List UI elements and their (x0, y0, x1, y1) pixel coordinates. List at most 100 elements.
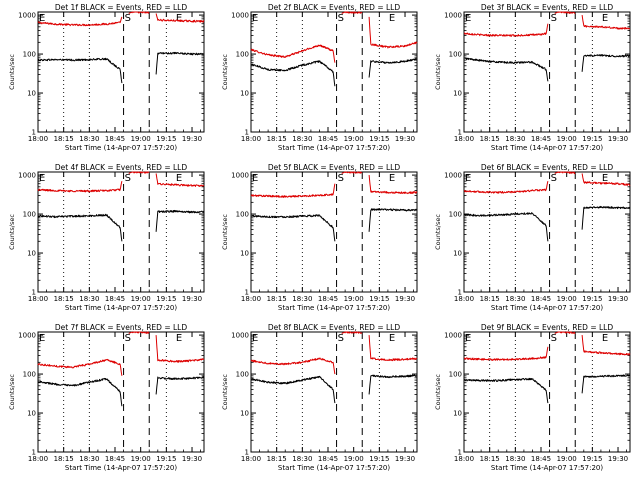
x-tick-label: 19:30 (608, 135, 628, 143)
x-tick-label: 19:30 (395, 455, 415, 463)
lld-series-line-seg3 (581, 15, 631, 30)
events-series-line-seg1 (37, 57, 123, 84)
events-series-line-seg2 (155, 209, 205, 232)
marker-label-e: E (39, 333, 45, 344)
y-tick-label: 1000 (18, 172, 36, 180)
y-axis-label: Counts/sec (434, 214, 442, 250)
lld-series-line-seg3 (368, 335, 418, 362)
y-tick-label: 100 (23, 51, 36, 59)
x-tick-label: 19:30 (608, 295, 628, 303)
panel-det-5f: Det 5f BLACK = Events, RED = LLD 1 10 100 10… (221, 163, 418, 312)
x-axis-label: Start Time (14-Apr-07 17:57:20) (278, 144, 390, 152)
events-series-line-seg2 (155, 51, 205, 75)
y-tick-label: 10 (27, 410, 36, 418)
x-tick-label: 19:00 (557, 455, 577, 463)
events-series-line-seg2 (368, 208, 418, 232)
x-tick-label: 18:30 (505, 455, 525, 463)
events-series-line-seg2 (155, 376, 205, 395)
x-tick-label: 18:15 (480, 455, 500, 463)
y-tick-label: 100 (236, 371, 249, 379)
x-tick-label: 18:30 (79, 295, 99, 303)
x-tick-label: 18:00 (28, 455, 48, 463)
x-tick-label: 18:15 (480, 295, 500, 303)
x-tick-label: 18:45 (105, 455, 125, 463)
y-tick-label: 1 (32, 289, 36, 297)
lld-series-line-seg2 (554, 11, 576, 14)
y-tick-label: 1 (32, 129, 36, 137)
x-axis-label: Start Time (14-Apr-07 17:57:20) (491, 304, 603, 312)
x-tick-label: 19:15 (156, 135, 176, 143)
x-tick-label: 19:15 (582, 135, 602, 143)
y-tick-label: 1000 (444, 172, 462, 180)
x-axis-label: Start Time (14-Apr-07 17:57:20) (278, 464, 390, 472)
marker-label-e: E (465, 333, 471, 344)
marker-label-s: S (125, 13, 131, 24)
events-series-line-seg1 (37, 213, 123, 242)
plot-frame (37, 331, 205, 453)
y-tick-label: 1 (245, 449, 249, 457)
lld-series-line-seg3 (368, 16, 418, 49)
panel-title: Det 2f BLACK = Events, RED = LLD (268, 3, 401, 12)
x-axis-label: Start Time (14-Apr-07 17:57:20) (65, 144, 177, 152)
x-tick-label: 18:30 (79, 135, 99, 143)
marker-label-s: S (125, 333, 131, 344)
panel-title: Det 1f BLACK = Events, RED = LLD (55, 3, 188, 12)
y-tick-label: 1 (458, 289, 462, 297)
y-tick-label: 100 (236, 51, 249, 59)
lld-series-line-seg1 (463, 23, 549, 37)
lld-series-line-seg1 (250, 357, 336, 375)
x-tick-label: 18:45 (531, 455, 551, 463)
events-series-line-seg1 (463, 377, 549, 404)
lld-series-line-seg1 (37, 180, 123, 193)
marker-label-s: S (551, 13, 557, 24)
y-tick-label: 1000 (18, 332, 36, 340)
panel-title: Det 6f BLACK = Events, RED = LLD (481, 163, 614, 172)
marker-label-s: S (338, 173, 344, 184)
lld-series-line-seg2 (341, 331, 363, 334)
y-axis-label: Counts/sec (221, 214, 229, 250)
marker-label-e: E (465, 13, 471, 24)
x-tick-label: 18:30 (292, 295, 312, 303)
marker-label-e: E (176, 13, 182, 24)
x-tick-label: 19:30 (395, 295, 415, 303)
panel-det-6f: Det 6f BLACK = Events, RED = LLD 1 10 100 10… (434, 163, 631, 312)
x-tick-label: 19:30 (395, 135, 415, 143)
y-tick-label: 1000 (231, 172, 249, 180)
x-tick-label: 19:00 (344, 295, 364, 303)
marker-label-e: E (389, 333, 395, 344)
x-tick-label: 18:45 (105, 295, 125, 303)
lld-series-line-seg2 (128, 171, 150, 174)
y-axis-label: Counts/sec (8, 214, 16, 250)
x-tick-label: 18:15 (267, 455, 287, 463)
x-tick-label: 19:30 (182, 295, 202, 303)
x-tick-label: 19:00 (131, 135, 151, 143)
marker-label-e: E (602, 13, 608, 24)
x-tick-label: 18:00 (454, 135, 474, 143)
marker-label-e: E (176, 173, 182, 184)
y-tick-label: 1000 (444, 12, 462, 20)
y-tick-label: 10 (453, 250, 462, 258)
x-tick-label: 19:00 (344, 135, 364, 143)
y-axis-label: Counts/sec (434, 374, 442, 410)
marker-label-s: S (338, 13, 344, 24)
y-tick-label: 100 (236, 211, 249, 219)
marker-label-s: S (551, 173, 557, 184)
y-tick-label: 1 (245, 289, 249, 297)
x-tick-label: 19:15 (582, 295, 602, 303)
plot-frame (463, 331, 631, 453)
events-series-line-seg1 (463, 212, 549, 242)
x-tick-label: 19:15 (369, 455, 389, 463)
x-axis-label: Start Time (14-Apr-07 17:57:20) (278, 304, 390, 312)
x-tick-label: 18:30 (292, 455, 312, 463)
events-series-line-seg2 (581, 54, 631, 72)
y-axis-label: Counts/sec (221, 54, 229, 90)
y-tick-label: 1000 (18, 12, 36, 20)
lld-series-line-seg3 (155, 13, 205, 23)
x-tick-label: 19:30 (182, 455, 202, 463)
marker-label-e: E (602, 173, 608, 184)
panel-title: Det 4f BLACK = Events, RED = LLD (55, 163, 188, 172)
x-tick-label: 18:30 (79, 455, 99, 463)
panel-title: Det 3f BLACK = Events, RED = LLD (481, 3, 614, 12)
panel-title: Det 5f BLACK = Events, RED = LLD (268, 163, 401, 172)
y-tick-label: 10 (453, 90, 462, 98)
